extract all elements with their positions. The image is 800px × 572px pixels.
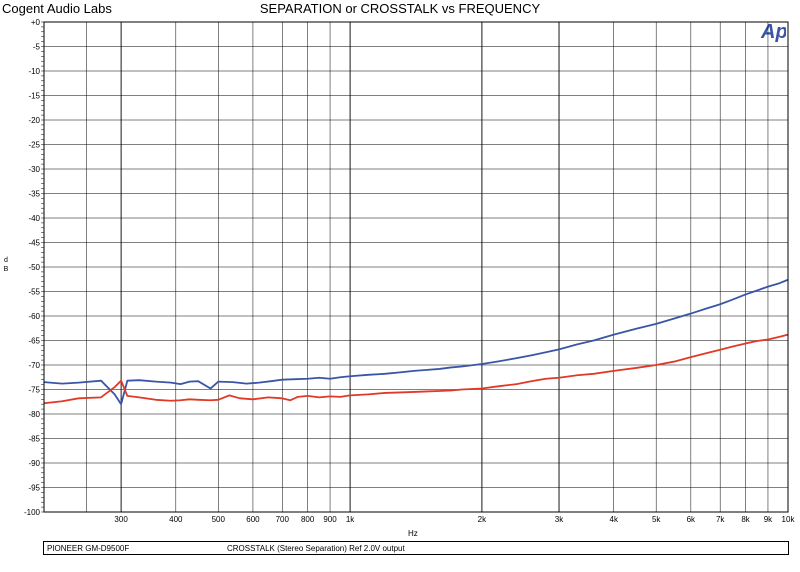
y-tick-label: -90 [28,459,40,468]
y-tick-label: -70 [28,361,40,370]
x-tick-label: 1k [346,515,355,524]
x-tick-label: 800 [301,515,315,524]
y-tick-label: -30 [28,165,40,174]
x-tick-label: 300 [114,515,128,524]
x-tick-label: 6k [687,515,696,524]
chart-grid [41,21,789,513]
x-axis-label: Hz [408,529,418,538]
y-tick-label: -20 [28,116,40,125]
x-tick-label: 4k [610,515,619,524]
footer-box: PIONEER GM-D9500F CROSSTALK (Stereo Sepa… [43,541,789,555]
y-axis-label-d: d [4,257,8,264]
x-tick-label: 5k [652,515,661,524]
y-tick-label: -80 [28,410,40,419]
y-tick-labels: +0 -5 -10 -15 -20 -25 -30 -35 -40 -45 -50 -55 -60 -65… [24,18,41,517]
x-tick-label: 9k [764,515,773,524]
company-name: Cogent Audio Labs [2,1,112,16]
y-axis-label-b: B [3,266,9,273]
y-tick-label: -40 [28,214,40,223]
y-tick-label: -25 [28,141,40,150]
device-name: PIONEER GM-D9500F [47,544,130,553]
x-tick-label: 900 [323,515,337,524]
chart-title: SEPARATION or CROSSTALK vs FREQUENCY [259,1,541,16]
x-tick-label: 7k [716,515,725,524]
x-tick-label: 600 [246,515,260,524]
series-line-2 [43,333,789,405]
y-tick-label: -65 [28,337,40,346]
y-tick-label: -100 [24,508,41,517]
y-tick-label: -10 [28,67,40,76]
y-tick-label: -35 [28,190,40,199]
y-tick-label: -60 [28,312,40,321]
y-tick-label: -15 [28,92,40,101]
chart-series [43,278,789,406]
y-tick-label: -55 [28,288,40,297]
y-tick-label: -75 [28,386,40,395]
y-tick-label: -85 [28,435,40,444]
y-tick-label: -45 [28,239,40,248]
ap-logo-icon: Ap [760,21,786,42]
x-tick-label: 8k [741,515,750,524]
series-line-1 [43,278,789,406]
x-tick-label: 3k [555,515,564,524]
x-tick-label: 500 [212,515,226,524]
ap-logo-text: Ap [760,21,786,42]
x-tick-label: 700 [276,515,290,524]
x-tick-label: 2k [478,515,487,524]
x-tick-label: 400 [169,515,183,524]
x-tick-label: 10k [782,515,796,524]
x-tick-labels: 300 400 500 600 700 800 900 1k 2k 3k 4k 5k 6k 7k 8k 9k 1… [114,515,795,524]
plot-frame [43,21,789,513]
y-tick-label: -5 [33,43,41,52]
measurement-description: CROSSTALK (Stereo Separation) Ref 2.0V o… [227,544,405,553]
y-tick-label: -95 [28,484,40,493]
y-tick-label: -50 [28,263,40,272]
y-tick-label: +0 [31,18,41,27]
